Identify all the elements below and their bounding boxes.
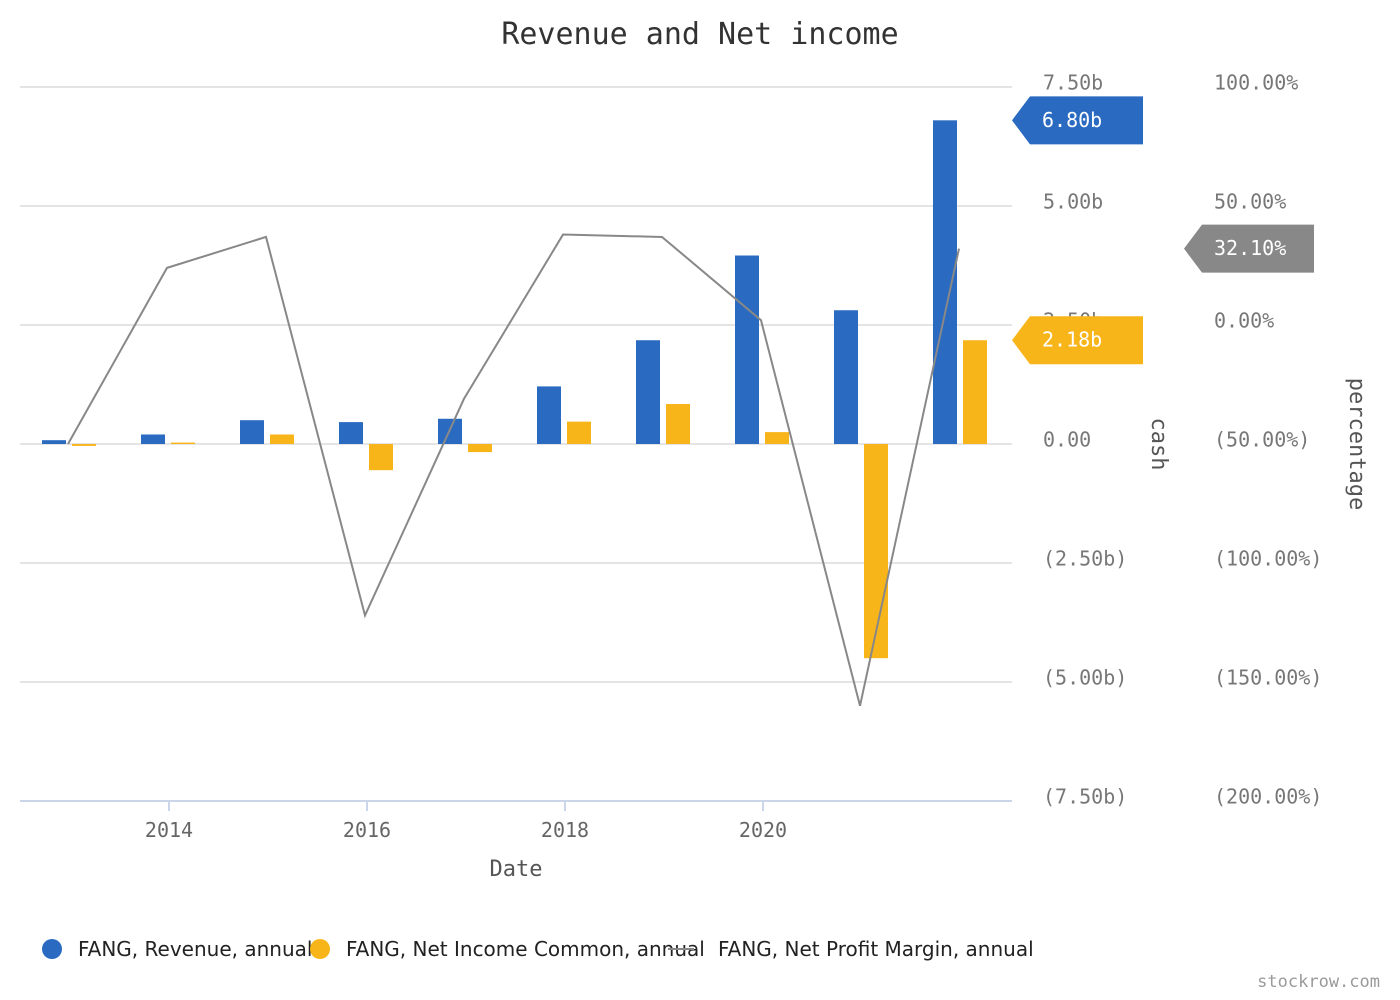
legend-swatch-net-income (310, 939, 330, 959)
legend-label-net-income: FANG, Net Income Common, annual (346, 937, 705, 961)
revenue-bar[interactable] (240, 420, 264, 444)
last-value-badge-label: 6.80b (1042, 108, 1102, 132)
revenue-bar[interactable] (834, 310, 858, 444)
legend-label-net-profit-margin: FANG, Net Profit Margin, annual (718, 937, 1034, 961)
last-value-badge (1012, 316, 1143, 365)
percentage-tick-label: 100.00% (1214, 71, 1298, 95)
percentage-axis-label: percentage (1344, 378, 1369, 510)
percentage-tick-label: 0.00% (1214, 309, 1274, 333)
legend-swatch-net-profit-margin (668, 948, 694, 950)
x-tick-label: 2020 (739, 818, 787, 842)
net-income-bar[interactable] (171, 442, 195, 444)
net-income-bar[interactable] (666, 404, 690, 444)
percentage-tick-label: (200.00%) (1214, 785, 1322, 809)
cash-tick-label: 5.00b (1043, 190, 1103, 214)
x-tick-label: 2018 (541, 818, 589, 842)
net-income-bar[interactable] (864, 444, 888, 659)
x-axis-label: Date (490, 857, 543, 882)
cash-tick-label: (7.50b) (1043, 785, 1127, 809)
net-income-bar[interactable] (963, 340, 987, 444)
watermark: stockrow.com (1257, 972, 1380, 992)
last-value-badge (1012, 96, 1143, 145)
bar-layer (42, 120, 987, 659)
net-income-bar[interactable] (567, 421, 591, 444)
net-income-bar[interactable] (369, 444, 393, 471)
percentage-tick-label: (100.00%) (1214, 547, 1322, 571)
x-tick-label: 2014 (145, 818, 193, 842)
last-value-badge-label: 32.10% (1214, 236, 1286, 260)
revenue-bar[interactable] (933, 120, 957, 444)
legend-label-revenue: FANG, Revenue, annual (78, 937, 313, 961)
cash-tick-label: 0.00 (1043, 428, 1091, 452)
percentage-tick-label: (50.00%) (1214, 428, 1310, 452)
last-value-badge-label: 2.18b (1042, 328, 1102, 352)
revenue-bar[interactable] (141, 434, 165, 444)
revenue-bar[interactable] (735, 255, 759, 444)
net-profit-margin-line[interactable] (67, 233, 960, 707)
revenue-bar[interactable] (339, 422, 363, 444)
cash-axis-label: cash (1146, 418, 1171, 471)
axis-layer: 7.50b5.00b2.50b0.00(2.50b)(5.00b)(7.50b)… (20, 71, 1322, 842)
percentage-tick-label: 50.00% (1214, 190, 1286, 214)
percentage-tick-label: (150.00%) (1214, 666, 1322, 690)
net-income-bar[interactable] (468, 444, 492, 453)
net-income-bar[interactable] (72, 444, 96, 446)
cash-tick-label: (2.50b) (1043, 547, 1127, 571)
grid-layer (20, 86, 1012, 683)
badge-layer: 6.80b 2.18b 32.10% (1012, 96, 1314, 365)
net-income-bar[interactable] (765, 432, 789, 444)
net-income-bar[interactable] (270, 434, 294, 444)
x-tick-label: 2016 (343, 818, 391, 842)
cash-tick-label: 7.50b (1043, 71, 1103, 95)
revenue-bar[interactable] (537, 386, 561, 444)
line-layer (67, 233, 960, 707)
last-value-badge (1184, 224, 1314, 273)
chart-title: Revenue and Net income (501, 17, 898, 52)
revenue-bar[interactable] (42, 440, 66, 444)
revenue-bar[interactable] (636, 340, 660, 444)
legend-swatch-revenue (42, 939, 62, 959)
cash-tick-label: (5.00b) (1043, 666, 1127, 690)
